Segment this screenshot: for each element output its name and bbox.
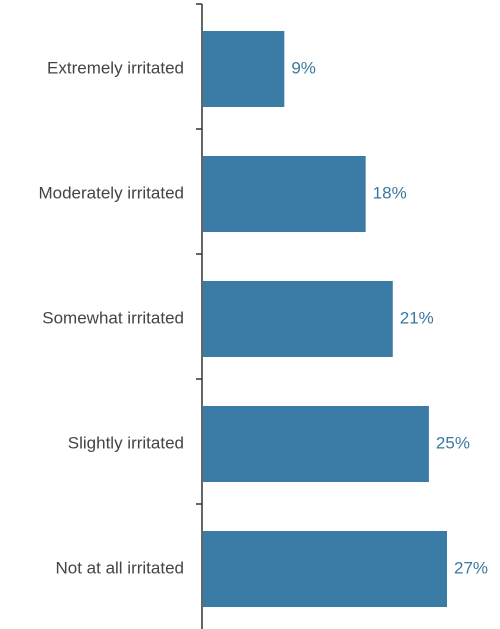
category-label: Not at all irritated [56,558,185,577]
category-labels: Extremely irritated Moderately irritated S… [38,58,184,577]
category-label: Somewhat irritated [42,308,184,327]
bars-group [203,31,447,607]
bar [203,531,447,607]
bar [203,406,429,482]
value-label: 25% [436,433,470,452]
value-labels: 9% 18% 21% 25% 27% [291,58,488,577]
value-label: 9% [291,58,316,77]
y-axis [196,3,203,629]
value-label: 27% [454,558,488,577]
category-label: Extremely irritated [47,58,184,77]
value-label: 18% [373,183,407,202]
bar [203,281,393,357]
bar [203,31,285,107]
category-label: Moderately irritated [38,183,184,202]
value-label: 21% [400,308,434,327]
bar [203,156,366,232]
category-label: Slightly irritated [68,433,184,452]
